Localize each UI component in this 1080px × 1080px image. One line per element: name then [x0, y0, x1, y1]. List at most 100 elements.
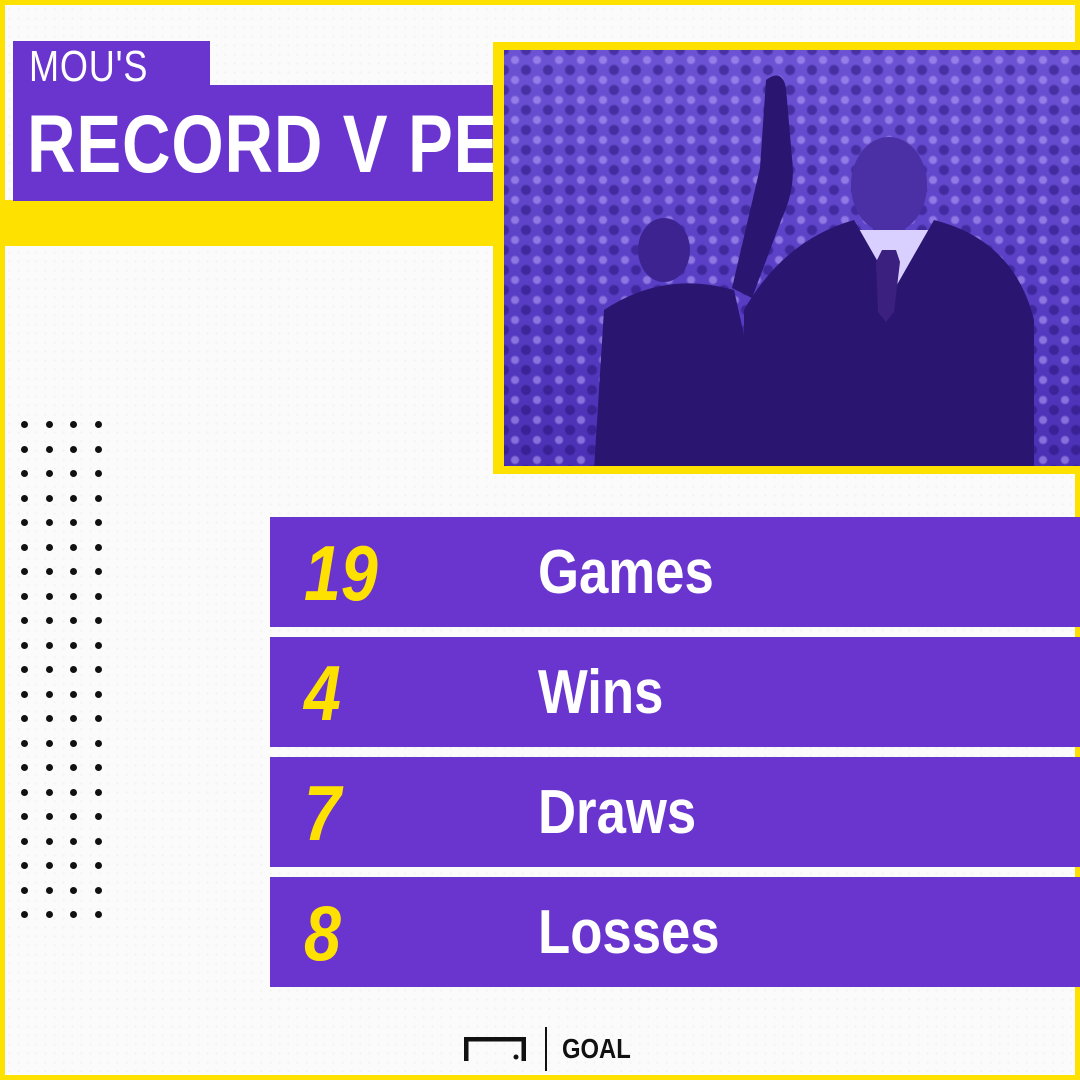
decorative-dot [21, 641, 28, 649]
decorative-dot [70, 813, 77, 820]
stat-value: 19 [304, 529, 378, 617]
decorative-dot [21, 690, 28, 698]
stat-row-draws: 7 Draws [270, 757, 1080, 867]
decorative-dot [94, 617, 102, 624]
decorative-dot [70, 494, 77, 502]
decorative-dot [70, 421, 77, 428]
decorative-dot [21, 666, 28, 673]
decorative-dot [21, 788, 28, 796]
decorative-dot [70, 715, 77, 722]
decorative-dot [21, 886, 28, 894]
decorative-dot [70, 470, 77, 477]
decorative-dot [70, 739, 77, 747]
decorative-dot [21, 421, 28, 428]
decorative-dot [94, 445, 102, 453]
decorative-dot [94, 739, 102, 747]
stat-label: Games [538, 538, 714, 607]
stat-value: 4 [304, 649, 341, 737]
decorative-dot [45, 715, 53, 722]
decorative-dot [94, 666, 102, 673]
decorative-dot [70, 543, 77, 551]
decorative-dot [94, 837, 102, 845]
decorative-dot [45, 739, 53, 747]
decorative-dot [70, 911, 77, 918]
decorative-dot-grid [17, 417, 115, 932]
decorative-dot [45, 837, 53, 845]
decorative-dot [45, 764, 53, 771]
decorative-dot [21, 519, 28, 526]
decorative-dot [70, 641, 77, 649]
decorative-dot [94, 641, 102, 649]
decorative-dot [21, 862, 28, 869]
decorative-dot [70, 445, 77, 453]
decorative-dot [21, 592, 28, 600]
decorative-dot [45, 543, 53, 551]
stat-row-wins: 4 Wins [270, 637, 1080, 747]
decorative-dot [70, 617, 77, 624]
decorative-dot [45, 911, 53, 918]
page-background: MOU'S RECORD V PEP 19 Games [5, 5, 1080, 1075]
decorative-dot [21, 617, 28, 624]
stat-label: Draws [538, 778, 697, 847]
decorative-dot [45, 470, 53, 477]
decorative-dot [45, 617, 53, 624]
decorative-dot [94, 543, 102, 551]
decorative-dot [94, 715, 102, 722]
decorative-dot [21, 715, 28, 722]
decorative-dot [21, 445, 28, 453]
managers-photo [504, 50, 1080, 466]
decorative-dot [45, 445, 53, 453]
decorative-dot [70, 788, 77, 796]
decorative-dot [94, 519, 102, 526]
stat-value: 7 [304, 769, 341, 857]
decorative-dot [94, 592, 102, 600]
decorative-dot [45, 666, 53, 673]
decorative-dot [70, 837, 77, 845]
decorative-dot [94, 911, 102, 918]
decorative-dot [45, 641, 53, 649]
decorative-dot [94, 690, 102, 698]
decorative-dot [21, 543, 28, 551]
decorative-dot [21, 568, 28, 575]
logo-divider [545, 1027, 547, 1071]
decorative-dot [70, 886, 77, 894]
decorative-dot [70, 519, 77, 526]
decorative-dot [45, 592, 53, 600]
decorative-dot [70, 592, 77, 600]
decorative-dot [94, 862, 102, 869]
decorative-dot [70, 690, 77, 698]
stats-list: 19 Games 4 Wins 7 Draws 8 Losses [270, 517, 1080, 997]
decorative-dot [45, 788, 53, 796]
decorative-dot [45, 690, 53, 698]
goal-frame-icon [464, 1037, 526, 1061]
stat-label: Losses [538, 898, 720, 967]
goal-logo: GOAL [464, 1027, 644, 1071]
title-line-1: MOU'S [13, 41, 210, 91]
decorative-dot [45, 886, 53, 894]
decorative-dot [70, 666, 77, 673]
logo-text: GOAL [562, 1033, 631, 1064]
decorative-dot [70, 862, 77, 869]
decorative-dot [94, 568, 102, 575]
decorative-dot [21, 494, 28, 502]
decorative-dot [70, 764, 77, 771]
stat-row-losses: 8 Losses [270, 877, 1080, 987]
decorative-dot [21, 911, 28, 918]
decorative-dot [94, 421, 102, 428]
decorative-dot [45, 813, 53, 820]
decorative-dot [94, 764, 102, 771]
decorative-dot [94, 494, 102, 502]
decorative-dot [21, 813, 28, 820]
managers-silhouette-icon [594, 75, 1034, 466]
decorative-dot [21, 470, 28, 477]
decorative-dot [45, 519, 53, 526]
decorative-dot [45, 568, 53, 575]
decorative-dot [45, 494, 53, 502]
decorative-dot [21, 739, 28, 747]
decorative-dot [94, 886, 102, 894]
decorative-dot [21, 837, 28, 845]
stat-value: 8 [304, 889, 341, 977]
decorative-dot [94, 788, 102, 796]
decorative-dot [70, 568, 77, 575]
decorative-dot [45, 862, 53, 869]
